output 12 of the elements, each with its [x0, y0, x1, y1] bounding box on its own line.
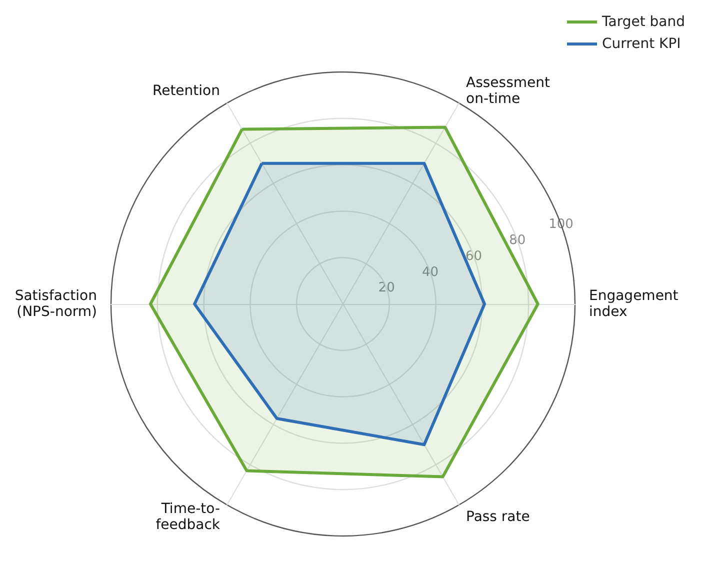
y-tick-label: 60 — [466, 248, 482, 264]
y-tick-label: 80 — [509, 233, 526, 248]
spoke-label: Time-to- feedback — [156, 501, 221, 534]
spoke-label: Satisfaction (NPS-norm) — [14, 288, 97, 320]
y-tick-label: 20 — [378, 280, 395, 296]
spoke-label: Pass rate — [466, 509, 530, 526]
y-tick-label: 40 — [422, 264, 438, 280]
spoke-label: Retention — [152, 82, 220, 99]
legend-label: Current KPI — [602, 36, 681, 52]
spoke-label: Engagement index — [589, 288, 679, 320]
spoke-label: Assessment on-time — [466, 74, 550, 107]
legend-label: Target band — [601, 14, 686, 30]
